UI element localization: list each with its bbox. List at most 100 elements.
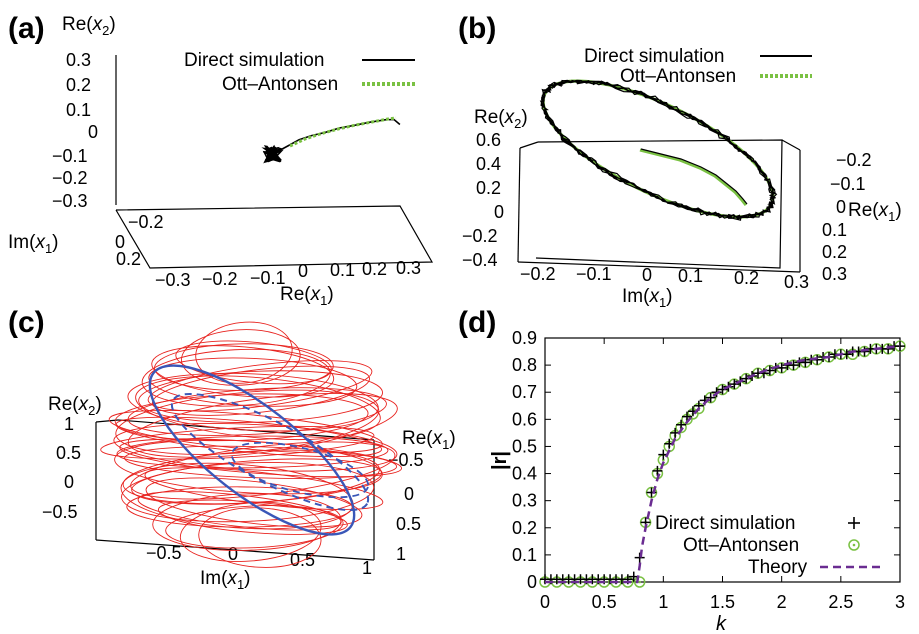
panel-d-xtick-label: 0 [540,592,550,612]
panel-b-direct-trajectory [539,79,778,221]
panel-c-xlabel: Im(x1) [200,568,251,592]
panel-a-ztick: 0.3 [66,50,91,70]
panel-c-red-loop [148,357,358,407]
panel-c-red-loop [151,345,335,398]
panel-a-ztick: 0.2 [66,75,91,95]
panel-d-legend-theory: Theory [748,557,808,578]
panel-c-red-loop [114,439,383,495]
panel-c-blue-dashed-loop [230,441,370,499]
panel-c-red-loop [151,365,370,416]
panel-a-legend-direct: Direct simulation [184,50,324,71]
panel-a-oa-trajectory [289,116,397,148]
panel-b-yticks: −0.2 −0.1 0 0.1 0.2 0.3 [822,150,872,284]
panel-c-zlabel: Re(x2) [48,394,102,418]
panel-a-legend-oa: Ott–Antonsen [222,74,338,95]
panel-d-legend-oa: Ott–Antonsen [683,535,799,556]
panel-b-ztick: 0.6 [476,130,501,150]
panel-a: (a) Re(x2) 0.3 0.2 0.1 0 −0.1 −0.2 −0.3 … [8,12,434,308]
panel-b-ylabel: Re(x1) [848,200,902,224]
panel-c: (c) Re(x2) 1 0.5 0 −0.5 −0.5 0 0.5 1 Im(… [8,306,456,592]
panel-c-red-loop [179,501,322,562]
panel-b-box [535,139,783,269]
panel-d-direct-point [652,465,663,476]
panel-c-red-loop [127,372,379,432]
panel-c-red-loop [113,423,398,472]
panel-d-ytick-label: 0.9 [512,328,537,348]
panel-c-red-loop [195,321,293,384]
panel-a-ztick: −0.2 [52,168,88,188]
panel-c-ztick: −0.5 [42,502,78,522]
panel-d-ytick-label: 0.1 [512,545,537,565]
panel-a-xtick: −0.1 [250,268,286,288]
panel-b-xtick: 0.2 [734,268,759,288]
panel-c-red-loop [138,370,383,423]
panel-c-xtick: −0.5 [146,543,182,563]
panel-a-direct-trajectory [261,118,401,164]
panel-c-red-loop [137,491,342,531]
panel-d-direct-point [682,411,692,422]
panel-c-red-trajectories [100,321,403,568]
panel-b-xticks: −0.2 −0.1 0 0.1 0.2 0.3 [520,264,809,292]
panel-d-label: (d) [458,306,496,339]
panel-d: (d) 0 0.5 1 1.5 2 2.5 300.10.20.30.40.50.60.70… [458,306,906,634]
panel-d-legend-direct: Direct simulation [655,513,795,534]
panel-d-ytick-label: 0.8 [512,355,537,375]
panel-d-ytick-label: 0 [527,572,537,592]
panel-c-red-loop [130,441,396,500]
panel-c-red-loop [121,462,375,523]
panel-d-ytick-label: 0.4 [512,464,537,484]
panel-d-xtick-label: 2 [777,592,787,612]
panel-b-ytick: 0 [836,197,846,217]
panel-c-yticks: −0.5 0 0.5 1 [388,450,424,564]
panel-c-ztick: 0 [64,472,74,492]
panel-c-red-loop [135,375,381,440]
panel-c-zticks: 1 0.5 0 −0.5 [42,414,81,522]
panel-a-base-plane [115,205,434,269]
panel-c-red-loop [116,435,389,469]
panel-a-ztick: −0.3 [52,191,88,211]
panel-b-label: (b) [458,12,496,45]
panel-d-ytick-label: 0.2 [512,518,537,538]
panel-b-xtick: −0.2 [520,264,556,284]
panel-d-xtick-label: 1 [658,592,668,612]
panel-c-red-loop [181,329,301,386]
panel-a-xtick: 0.2 [362,259,387,279]
panel-a-xtick: −0.2 [202,269,238,289]
panel-d-direct-point [776,362,787,373]
panel-d-direct-point [788,360,799,371]
panel-a-xtick: 0.1 [330,260,355,280]
panel-a-xtick: 0.3 [396,258,421,278]
panel-a-ylabel: Im(x1) [8,232,59,256]
panel-c-red-loop [147,360,373,412]
panel-b-ytick: −0.2 [836,150,872,170]
panel-d-series [539,340,906,588]
panel-d-xlabel: k [716,613,727,634]
panel-a-xticks: −0.3 −0.2 −0.1 0 0.1 0.2 0.3 [155,258,421,290]
panel-a-xtick: −0.3 [155,270,191,290]
panel-d-theory-line [545,344,901,584]
panel-c-red-loop [152,493,342,551]
panel-d-ytick-label: 0.3 [512,491,537,511]
panel-d-legend-oa-marker [848,539,860,551]
panel-b-zlabel: Re(x2) [474,107,528,131]
panel-b-ztick: −0.4 [462,250,498,270]
panel-b-ztick: −0.2 [462,226,498,246]
panel-c-label: (c) [8,306,45,339]
panel-a-yticks: −0.2 0 0.2 [115,212,164,269]
panel-b-ztick: 0.4 [476,154,501,174]
panel-d-ytick-label: 0.6 [512,409,537,429]
panel-c-xtick: 0.5 [290,550,315,570]
panel-c-red-loop [115,416,383,457]
panel-c-ztick: 1 [64,414,74,434]
panel-a-ztick: 0 [88,122,98,142]
panel-a-xtick: 0 [298,261,308,281]
panel-c-red-loop [157,499,348,535]
panel-a-label: (a) [8,12,45,45]
panel-b-xtick: −0.1 [576,264,612,284]
panel-b-ytick: 0.1 [822,220,847,240]
panel-b-zticks: 0.6 0.4 0.2 0 −0.2 −0.4 [462,130,504,270]
panel-d-direct-point [883,343,894,354]
panel-b-xtick: 0.3 [784,272,809,292]
panel-b-ytick: −0.1 [830,174,866,194]
panel-a-ytick: 0 [115,232,125,252]
